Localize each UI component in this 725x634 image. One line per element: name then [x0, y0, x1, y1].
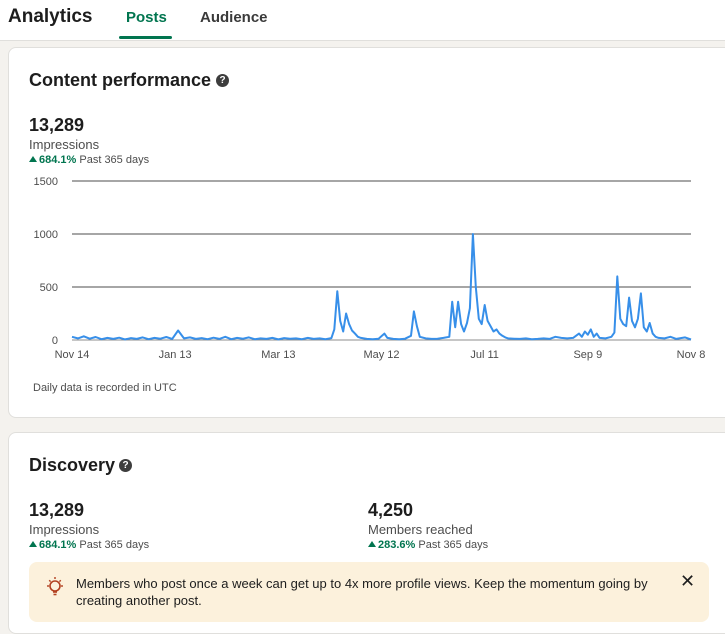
tip-text: Members who post once a week can get up … [76, 576, 648, 608]
up-arrow-icon [29, 156, 37, 162]
members-reached-change: 283.6% Past 365 days [368, 539, 488, 551]
top-nav: Analytics Posts Audience [0, 0, 725, 41]
x-tick-label: Jan 13 [159, 349, 192, 361]
change-period: Past 365 days [79, 154, 150, 166]
discovery-card: Discovery ? 13,289 Impressions 684.1% Pa… [8, 432, 725, 634]
impressions-change: 684.1% Past 365 days [29, 154, 149, 166]
question-circle-icon[interactable]: ? [119, 459, 132, 472]
members-reached-label: Members reached [368, 522, 473, 537]
utc-footnote: Daily data is recorded in UTC [33, 382, 177, 394]
content-performance-title: Content performance [29, 70, 212, 90]
change-period: Past 365 days [418, 539, 489, 551]
tab-audience[interactable]: Audience [200, 9, 268, 26]
change-percent: 684.1% [39, 539, 77, 551]
change-percent: 283.6% [378, 539, 416, 551]
y-tick-label: 500 [40, 282, 58, 294]
y-tick-label: 1500 [34, 176, 58, 188]
x-tick-label: Sep 9 [573, 349, 602, 361]
y-tick-label: 0 [52, 335, 58, 347]
chart-y-axis: 1500 1000 500 0 [34, 176, 58, 347]
members-reached-value: 4,250 [368, 500, 414, 520]
impressions-line-chart: 1500 1000 500 0 Nov 14 Jan 13 Mar 13 May 12 Jul… [34, 176, 706, 361]
y-tick-label: 1000 [34, 229, 58, 241]
tab-posts-underline [119, 36, 172, 39]
x-tick-label: Nov 14 [55, 349, 90, 361]
discovery-impressions-label: Impressions [29, 522, 100, 537]
question-circle-icon[interactable]: ? [216, 74, 229, 87]
content-performance-card: Content performance ? 13,289 Impressions… [8, 47, 725, 418]
lightbulb-icon [47, 577, 63, 596]
discovery-impressions-value: 13,289 [29, 500, 85, 520]
chart-x-axis: Nov 14 Jan 13 Mar 13 May 12 Jul 11 Sep 9 Nov 8 [55, 349, 706, 361]
up-arrow-icon [29, 541, 37, 547]
tab-posts[interactable]: Posts [126, 9, 167, 26]
x-tick-label: Jul 11 [470, 349, 499, 361]
x-tick-label: May 12 [363, 349, 399, 361]
close-icon[interactable]: ✕ [680, 571, 696, 591]
x-tick-label: Nov 8 [677, 349, 706, 361]
tip-banner: Members who post once a week can get up … [29, 562, 709, 622]
impressions-series-line [71, 233, 692, 341]
change-percent: 684.1% [39, 154, 77, 166]
change-period: Past 365 days [79, 539, 150, 551]
discovery-impressions-change: 684.1% Past 365 days [29, 539, 149, 551]
chart-grid [72, 180, 691, 341]
page-title: Analytics [8, 6, 93, 27]
x-tick-label: Mar 13 [261, 349, 295, 361]
discovery-title: Discovery [29, 455, 116, 475]
up-arrow-icon [368, 541, 376, 547]
impressions-value: 13,289 [29, 115, 85, 135]
impressions-label: Impressions [29, 137, 100, 152]
